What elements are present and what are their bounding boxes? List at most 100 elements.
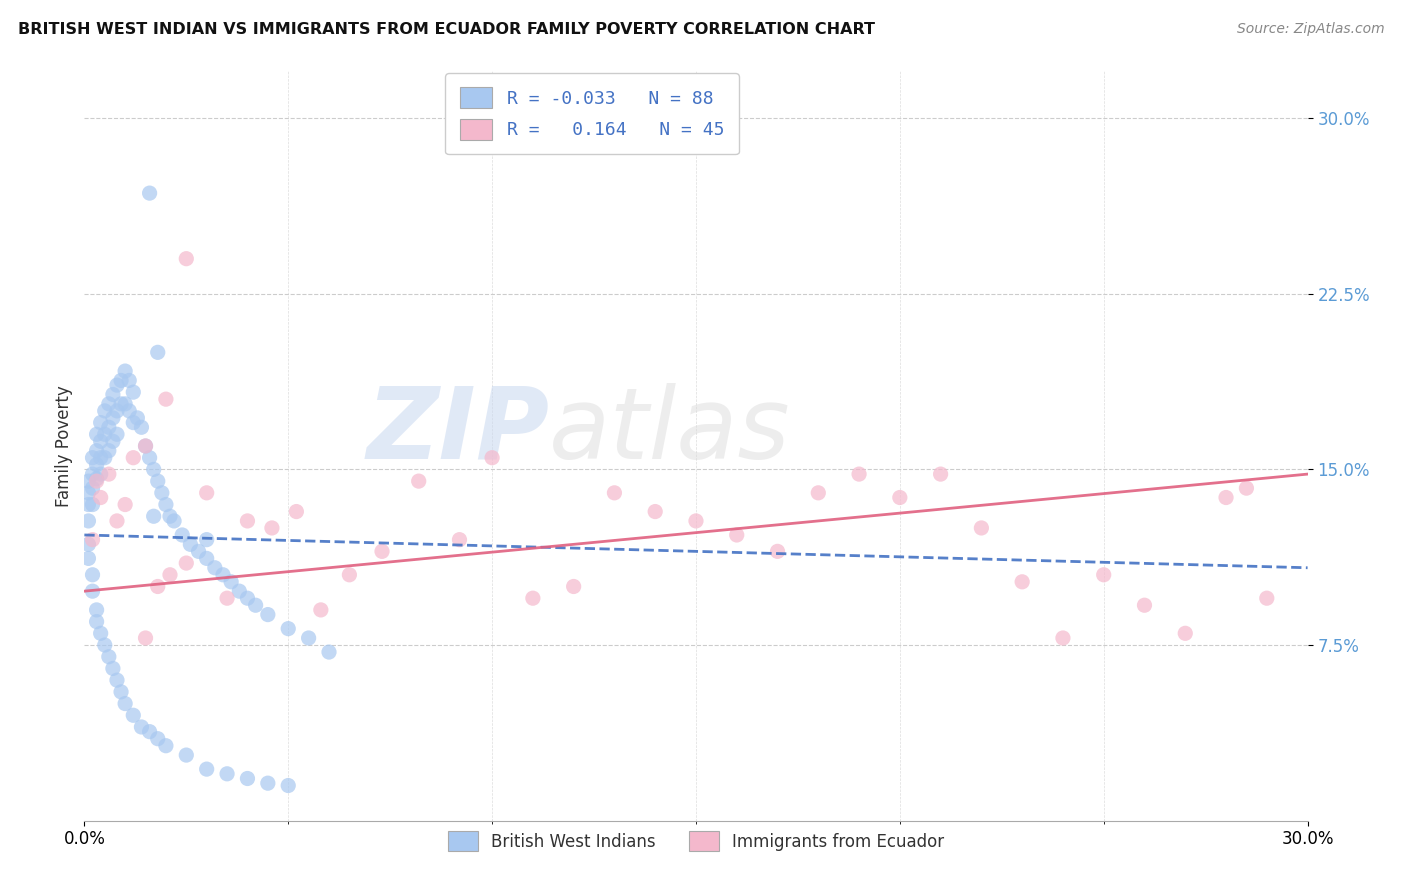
Point (114, 697, 136, 711)
Point (86, 427, 108, 442)
Point (285, 505, 308, 519)
Point (105, 427, 128, 442)
Point (174, 556, 197, 570)
Point (146, 580, 169, 594)
Point (138, 724, 160, 739)
Point (114, 397, 136, 411)
Point (146, 345, 169, 359)
Point (408, 474, 430, 488)
Text: BRITISH WEST INDIAN VS IMMIGRANTS FROM ECUADOR FAMILY POVERTY CORRELATION CHART: BRITISH WEST INDIAN VS IMMIGRANTS FROM E… (18, 22, 876, 37)
Point (766, 544, 789, 558)
Text: Source: ZipAtlas.com: Source: ZipAtlas.com (1237, 22, 1385, 37)
Point (82, 584, 104, 599)
Point (86, 615, 108, 629)
Point (90, 416, 112, 430)
Point (257, 607, 280, 622)
Point (685, 514, 707, 528)
Point (277, 779, 299, 793)
Point (105, 404, 128, 418)
Point (110, 685, 132, 699)
Point (110, 397, 132, 411)
Point (118, 374, 141, 388)
Point (105, 514, 128, 528)
Point (318, 645, 340, 659)
Point (77, 485, 100, 500)
Point (217, 767, 239, 781)
Point (86, 474, 108, 488)
Point (150, 485, 173, 500)
Point (97, 467, 120, 482)
Point (1052, 631, 1074, 645)
Point (90, 450, 112, 465)
Point (122, 416, 145, 430)
Point (219, 574, 242, 589)
Point (929, 467, 952, 482)
Point (725, 528, 748, 542)
Point (970, 521, 993, 535)
Point (138, 450, 160, 465)
Point (217, 591, 239, 606)
Point (101, 387, 124, 401)
Point (90, 626, 112, 640)
Point (131, 420, 153, 434)
Point (155, 392, 177, 407)
Point (195, 762, 218, 776)
Point (77, 498, 100, 512)
Point (159, 567, 181, 582)
Point (236, 514, 259, 528)
Point (90, 467, 112, 482)
Point (93, 450, 115, 465)
Point (187, 544, 209, 558)
Point (114, 498, 136, 512)
Point (146, 731, 169, 746)
Point (101, 434, 124, 449)
Point (135, 439, 157, 453)
Point (179, 537, 201, 551)
Point (97, 397, 120, 411)
Point (86, 472, 108, 486)
Point (257, 776, 280, 790)
Point (93, 404, 115, 418)
Point (163, 514, 186, 528)
Point (146, 474, 169, 488)
Point (155, 498, 177, 512)
Point (848, 467, 870, 482)
Point (1174, 626, 1197, 640)
Point (93, 638, 115, 652)
Point (1236, 481, 1258, 495)
Point (159, 509, 181, 524)
Point (105, 378, 128, 392)
Point (174, 747, 197, 762)
Point (122, 385, 145, 400)
Point (77, 537, 100, 551)
Point (82, 533, 104, 547)
Point (889, 491, 911, 505)
Point (77, 551, 100, 566)
Point (212, 567, 235, 582)
Point (86, 603, 108, 617)
Point (101, 661, 124, 675)
Point (77, 514, 100, 528)
Point (807, 485, 830, 500)
Text: atlas: atlas (550, 383, 790, 480)
Point (236, 772, 259, 786)
Point (1133, 599, 1156, 613)
Point (236, 591, 259, 606)
Point (114, 364, 136, 378)
Point (371, 544, 394, 558)
Point (339, 567, 361, 582)
Point (122, 450, 145, 465)
Point (131, 720, 153, 734)
Point (97, 420, 120, 434)
Point (127, 411, 149, 425)
Y-axis label: Family Poverty: Family Poverty (55, 385, 73, 507)
Point (82, 481, 104, 495)
Point (142, 509, 165, 524)
Point (135, 439, 157, 453)
Point (82, 467, 104, 482)
Point (174, 252, 197, 266)
Point (90, 491, 112, 505)
Text: ZIP: ZIP (366, 383, 550, 480)
Point (86, 443, 108, 458)
Point (298, 631, 321, 645)
